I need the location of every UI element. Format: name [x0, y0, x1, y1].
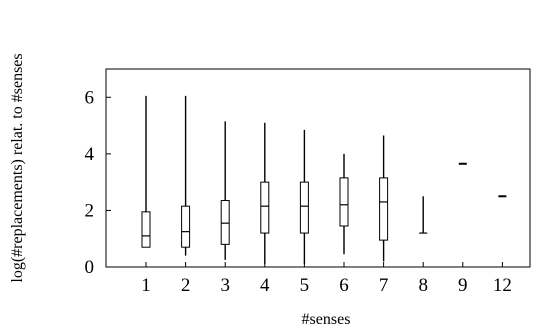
x-tick-label: 2: [181, 275, 191, 296]
y-tick-label: 6: [85, 87, 95, 108]
box-iqr: [299, 181, 309, 234]
x-tick-label: 4: [260, 275, 270, 296]
box-iqr: [260, 181, 270, 234]
x-tick-label: 12: [493, 275, 512, 296]
y-tick-label: 4: [85, 144, 95, 165]
box-iqr: [141, 211, 151, 248]
y-axis-label: log(#replacements) relat. to #senses: [9, 53, 26, 282]
box-iqr: [379, 177, 389, 241]
x-tick-label: 6: [339, 275, 349, 296]
x-tick-label: 9: [458, 275, 468, 296]
x-tick-label: 8: [418, 275, 428, 296]
y-tick-label: 0: [85, 257, 95, 278]
x-tick-label: 5: [300, 275, 310, 296]
x-tick-label: 1: [141, 275, 151, 296]
box-iqr: [181, 205, 191, 248]
box-iqr: [339, 177, 349, 227]
x-axis-label: #senses: [302, 311, 351, 328]
plot-frame: [105, 68, 531, 268]
x-tick-label: 3: [220, 275, 230, 296]
x-tick-label: 7: [379, 275, 389, 296]
box-iqr: [220, 200, 230, 245]
y-tick-label: 2: [85, 200, 95, 221]
